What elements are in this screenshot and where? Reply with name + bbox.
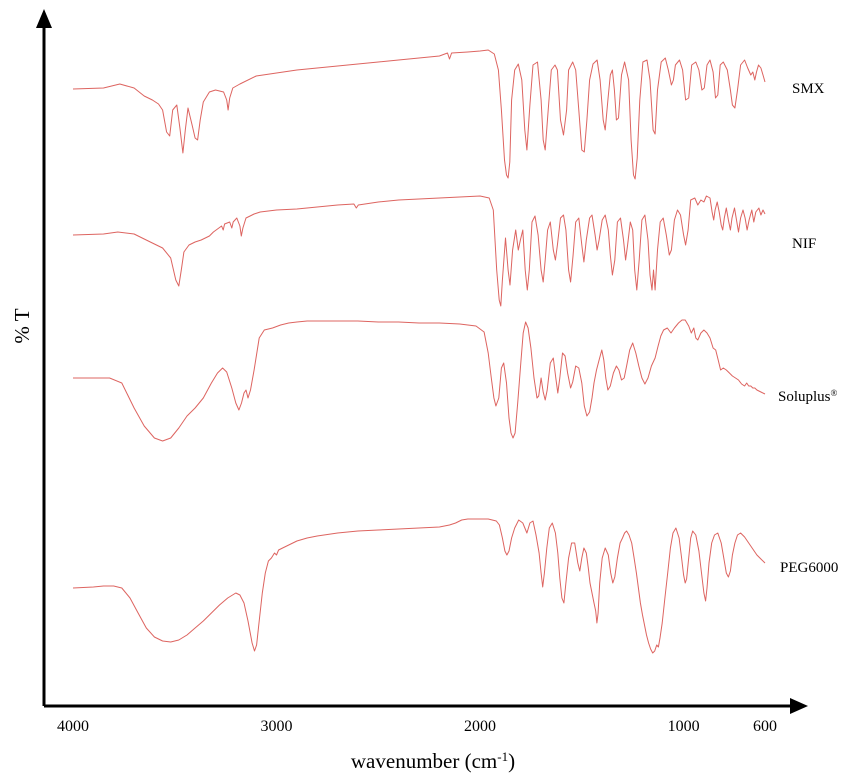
spectrum-line-smx: [72, 49, 766, 180]
x-tick-label-4000: 4000: [57, 718, 89, 735]
series-label-peg6000: PEG6000: [780, 560, 838, 576]
series-label-nif: NIF: [792, 236, 816, 252]
x-tick-label-600: 600: [753, 718, 777, 735]
y-axis-arrow: [36, 9, 52, 28]
series-label-soluplus: Soluplus®: [778, 388, 838, 405]
y-axis-title: % T: [10, 308, 34, 343]
axes: [36, 9, 808, 714]
x-tick-labels: 4000 3000 2000 1000 600: [57, 718, 777, 735]
x-tick-label-2000: 2000: [464, 718, 496, 735]
spectra-traces: [72, 49, 766, 654]
x-tick-label-3000: 3000: [261, 718, 293, 735]
series-label-smx: SMX: [792, 81, 825, 97]
series-labels: SMX NIF Soluplus® PEG6000: [778, 81, 838, 576]
x-tick-label-1000: 1000: [668, 718, 700, 735]
x-axis-arrow: [790, 698, 808, 714]
x-axis-title: wavenumber (cm-1): [351, 749, 515, 774]
spectrum-line-nif: [72, 195, 766, 307]
spectrum-line-soluplus: [73, 319, 766, 442]
spectrum-line-peg6000: [72, 518, 766, 654]
